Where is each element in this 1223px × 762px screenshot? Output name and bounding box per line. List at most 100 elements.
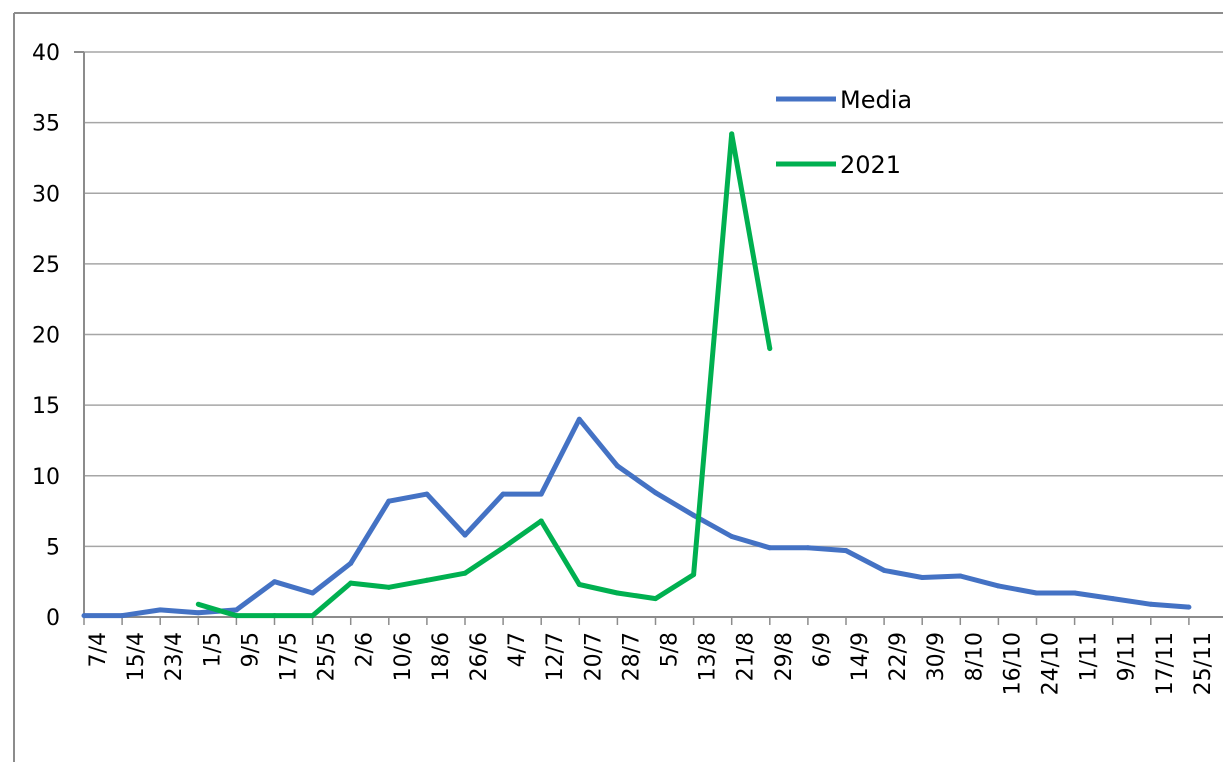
legend: Media 2021 — [776, 86, 912, 179]
x-tick-label: 25/11 — [1191, 632, 1216, 695]
y-tick-label: 5 — [46, 535, 60, 560]
data-point — [767, 545, 773, 551]
data-point — [881, 567, 887, 573]
y-tick-label: 15 — [32, 394, 60, 419]
x-tick-label: 13/8 — [696, 632, 721, 681]
x-tick-label: 25/5 — [315, 632, 340, 681]
x-tick-label: 15/4 — [124, 632, 149, 681]
y-tick-label: 20 — [32, 324, 60, 349]
data-point — [272, 579, 277, 585]
x-tick-label: 7/4 — [86, 632, 111, 667]
data-point — [1072, 590, 1078, 596]
x-tick-label: 30/9 — [924, 632, 949, 681]
data-point — [81, 613, 87, 619]
x-tick-label: 16/10 — [1000, 632, 1025, 695]
data-point — [462, 532, 468, 538]
legend-item: 2021 — [776, 151, 901, 179]
data-point — [1186, 604, 1192, 610]
x-tick-label: 5/8 — [658, 632, 683, 667]
data-point — [500, 545, 506, 551]
data-point — [233, 607, 239, 613]
x-tick-label: 28/7 — [619, 632, 644, 681]
x-tick-label: 9/11 — [1115, 632, 1140, 681]
data-point — [386, 498, 392, 504]
x-axis-tick-labels: 7/4 15/4 23/4 1/5 9/5 17/5 25/5 2/6 10/6 18/6 26/6… — [86, 632, 1216, 695]
x-tick-label: 20/7 — [581, 632, 606, 681]
x-tick-label: 18/6 — [429, 632, 454, 681]
x-tick-label: 8/10 — [962, 632, 987, 681]
x-tick-label: 21/8 — [734, 632, 759, 681]
x-tick-label: 2/6 — [353, 632, 378, 667]
data-point — [653, 596, 658, 602]
data-point — [386, 584, 392, 590]
series-1 — [195, 131, 773, 619]
data-point — [614, 590, 620, 596]
series-0 — [81, 416, 1192, 619]
data-point — [919, 574, 925, 580]
data-point — [805, 545, 811, 551]
data-point — [614, 463, 620, 469]
x-tick-label: 1/11 — [1077, 632, 1102, 681]
data-point — [653, 490, 658, 496]
data-point — [157, 607, 163, 613]
x-tick-label: 22/9 — [886, 632, 911, 681]
data-point — [233, 613, 239, 619]
y-axis-tick-labels: 0 5 10 15 20 25 30 35 40 — [32, 41, 60, 631]
x-tick-label: 6/9 — [810, 632, 835, 667]
data-point — [119, 613, 125, 619]
data-point — [767, 346, 773, 352]
y-tick-label: 35 — [32, 112, 60, 137]
legend-label: Media — [840, 86, 912, 114]
data-point — [310, 590, 316, 596]
x-tick-label: 9/5 — [238, 632, 263, 667]
x-tick-label: 23/4 — [162, 632, 187, 681]
series-line — [197, 131, 773, 619]
x-tick-label: 17/5 — [277, 632, 302, 681]
legend-item: Media — [776, 86, 912, 114]
x-tick-label: 26/6 — [467, 632, 492, 681]
x-tick-label: 17/11 — [1153, 632, 1178, 695]
y-tick-label: 30 — [32, 182, 60, 207]
data-point — [424, 491, 430, 497]
x-tick-label: 10/6 — [391, 632, 416, 681]
data-series — [81, 131, 1192, 619]
series-line — [84, 416, 1190, 619]
data-point — [310, 613, 316, 619]
y-tick-label: 10 — [32, 465, 60, 490]
legend-label: 2021 — [840, 151, 901, 179]
data-point — [995, 583, 1001, 589]
data-point — [348, 560, 354, 566]
data-point — [691, 572, 697, 578]
data-point — [729, 131, 735, 137]
data-point — [462, 570, 468, 576]
data-point — [424, 577, 430, 583]
data-point — [1034, 590, 1039, 596]
data-point — [538, 491, 544, 497]
x-tick-label: 24/10 — [1039, 632, 1064, 695]
y-tick-label: 40 — [32, 41, 60, 66]
data-point — [195, 601, 201, 607]
data-point — [538, 518, 544, 524]
y-tick-label: 0 — [46, 606, 60, 631]
data-point — [348, 580, 354, 586]
x-tick-label: 12/7 — [543, 632, 568, 681]
x-tick-label: 29/8 — [772, 632, 797, 681]
data-point — [500, 491, 506, 497]
data-point — [729, 533, 735, 539]
data-point — [576, 416, 582, 422]
data-point — [576, 582, 582, 588]
data-point — [843, 548, 849, 554]
data-point — [272, 613, 277, 619]
data-point — [1110, 596, 1116, 602]
x-tick-label: 4/7 — [505, 632, 530, 667]
x-tick-label: 1/5 — [200, 632, 225, 667]
data-point — [1148, 601, 1154, 607]
data-point — [957, 573, 963, 579]
x-tick-label: 14/9 — [848, 632, 873, 681]
data-point — [691, 512, 697, 518]
y-tick-label: 25 — [32, 253, 60, 278]
data-point — [195, 610, 201, 616]
